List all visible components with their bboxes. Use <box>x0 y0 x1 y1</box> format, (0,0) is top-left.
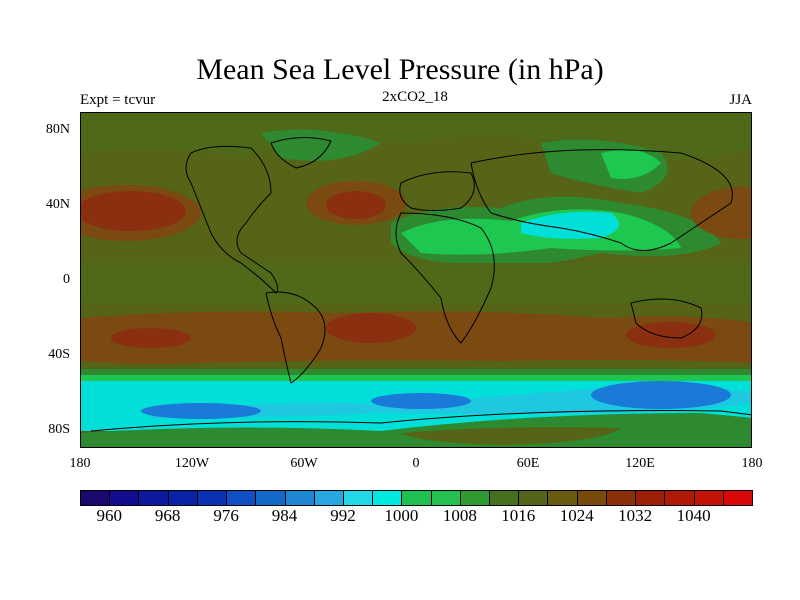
field-green-atlantic-north <box>261 129 381 161</box>
colorbar-cell <box>255 490 286 506</box>
colorbar-label: 960 <box>96 506 122 525</box>
colorbar-cell <box>518 490 549 506</box>
colorbar-label: 976 <box>213 506 239 525</box>
greenland-coast <box>270 137 332 169</box>
colorbar-cell <box>313 490 344 506</box>
lat-label-40s: 40S <box>48 347 70 362</box>
north-america-coast <box>185 145 279 294</box>
field-south-high-band <box>81 311 751 364</box>
colorbar-cell <box>138 490 169 506</box>
lon-label-60w: 60W <box>290 456 318 471</box>
lon-label-60e: 60E <box>516 456 540 471</box>
colorbar-cell <box>547 490 578 506</box>
colorbar-cell <box>489 490 520 506</box>
colorbar-cell <box>80 490 111 506</box>
field-antarctic-mid <box>401 427 621 445</box>
colorbar-cell <box>167 490 198 506</box>
colorbar-cell <box>576 490 607 506</box>
pressure-map-canvas <box>81 113 751 447</box>
colorbar-cell <box>401 490 432 506</box>
field-cyan-asia-low <box>521 211 619 239</box>
lon-label-120e: 120E <box>625 456 655 471</box>
experiment-label: Expt = tcvur <box>80 92 156 108</box>
lon-label-0: 0 <box>412 456 420 471</box>
colorbar-cell <box>635 490 666 506</box>
field-southern-low <box>591 381 731 409</box>
map-title: Mean Sea Level Pressure (in hPa) <box>196 53 604 86</box>
colorbar-label: 1000 <box>384 506 419 525</box>
field-pacific-high-east <box>691 187 751 239</box>
colorbar-cell <box>430 490 461 506</box>
colorbar-cell <box>664 490 695 506</box>
colorbar-cell <box>196 490 228 506</box>
europe-coast <box>399 171 475 211</box>
colorbar-label: 1024 <box>559 506 594 525</box>
colorbar-cell <box>284 490 315 506</box>
lat-label-0: 0 <box>63 272 70 287</box>
field-southern-low-2 <box>371 393 471 409</box>
colorbar-label: 992 <box>330 506 356 525</box>
lon-label-120w: 120W <box>174 456 210 471</box>
field-south-lightgreen-band <box>81 375 751 383</box>
colorbar-cell <box>722 490 753 506</box>
antarctica-coast <box>90 410 751 432</box>
africa-coast <box>395 212 495 344</box>
colorbar-cell <box>459 490 491 506</box>
asia-coast <box>470 149 733 251</box>
colorbar-label: 1008 <box>442 506 477 525</box>
australia-coast <box>630 298 703 339</box>
field-south-atlantic-high <box>326 313 416 343</box>
field-southern-low-3 <box>141 403 261 419</box>
colorbar-cell <box>342 490 374 506</box>
pressure-map <box>80 112 752 448</box>
lat-label-80s: 80S <box>48 422 70 437</box>
field-tropics <box>81 263 751 303</box>
lon-label-180w: 180 <box>69 456 91 471</box>
colorbar-label: 984 <box>271 506 298 525</box>
colorbar-label: 1016 <box>501 506 536 525</box>
field-pacific-high <box>81 191 186 231</box>
lon-label-180e: 180 <box>741 456 763 471</box>
field-south-pacific-high <box>111 328 191 348</box>
colorbar-cell <box>109 490 140 506</box>
colorbar-cell <box>693 490 724 506</box>
field-lightgreen-siberia <box>601 149 661 179</box>
colorbar-cell <box>226 490 257 506</box>
lat-label-80n: 80N <box>45 122 70 137</box>
colorbar-label: 1040 <box>676 506 711 525</box>
scenario-label: 2xCO2_18 <box>382 89 448 105</box>
colorbar-label: 1032 <box>618 506 653 525</box>
lat-label-40n: 40N <box>45 197 70 212</box>
coastlines <box>90 137 751 432</box>
season-label: JJA <box>729 92 752 108</box>
field-south-indian-high <box>626 322 716 348</box>
colorbar-cell <box>372 490 403 506</box>
south-america-coast <box>265 291 326 384</box>
colorbar-label: 968 <box>154 506 181 525</box>
colorbar-cell <box>605 490 637 506</box>
field-azores-high <box>326 191 386 219</box>
